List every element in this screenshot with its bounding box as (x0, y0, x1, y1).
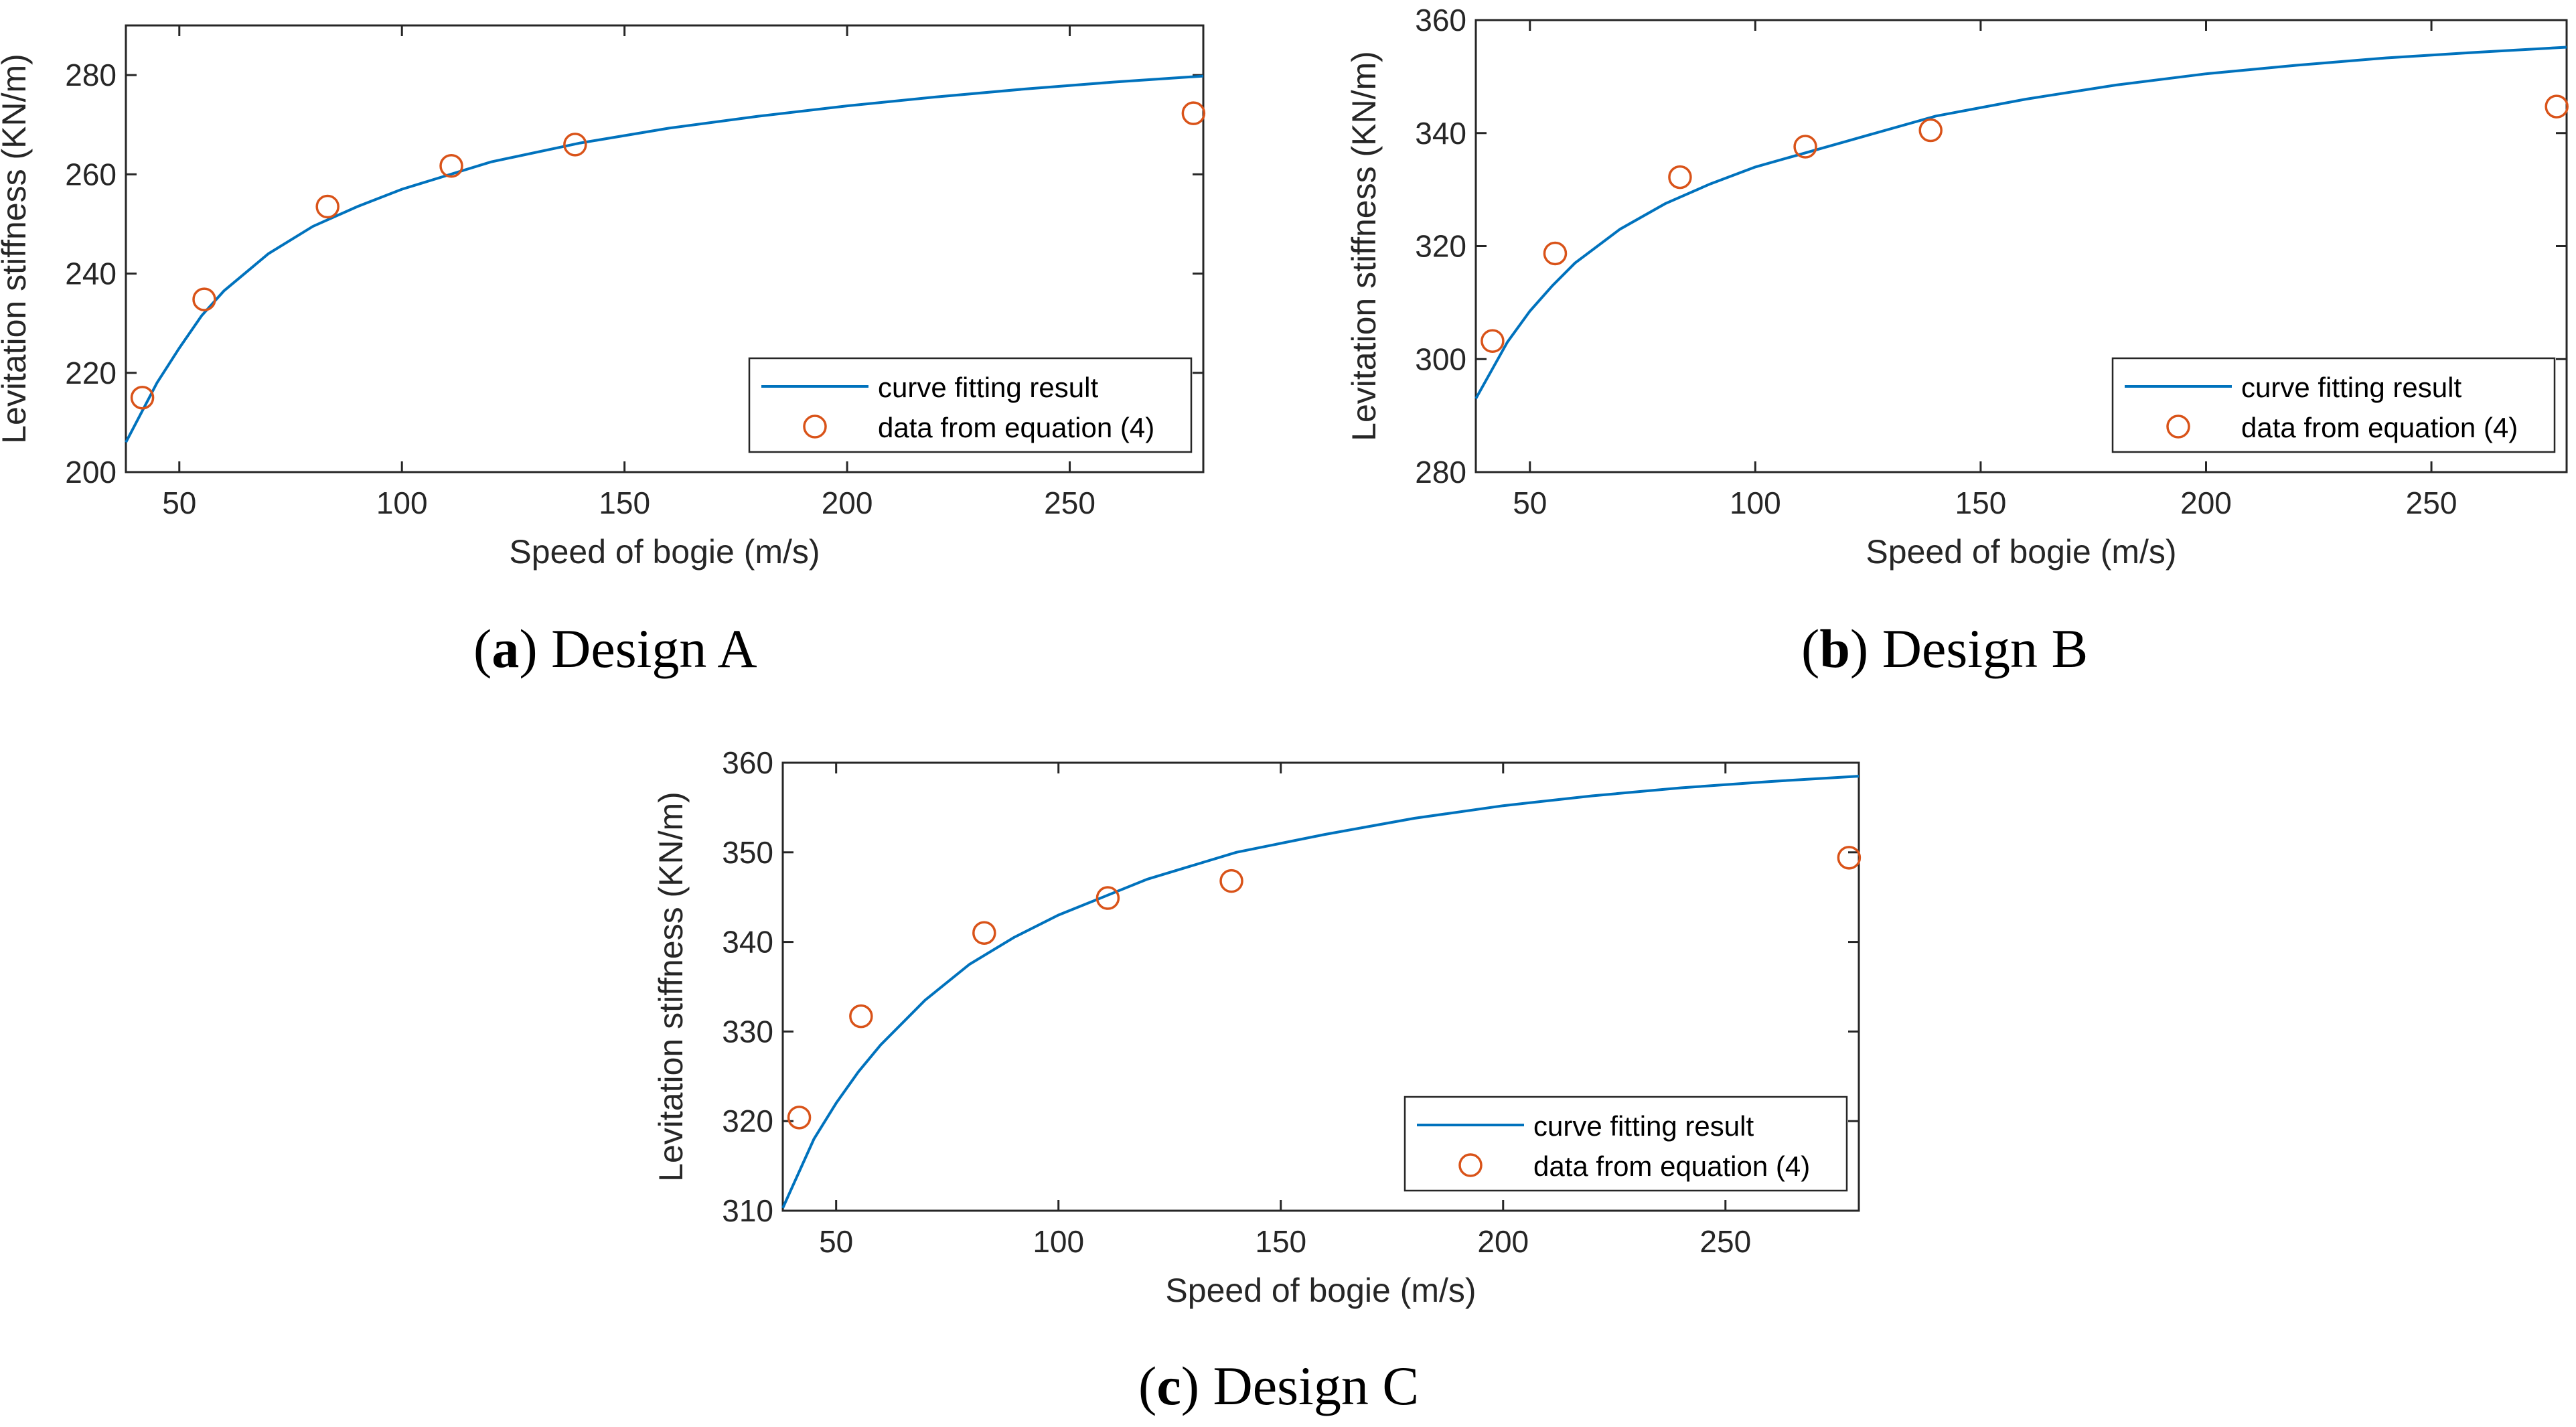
y-tick-label: 350 (722, 835, 773, 870)
x-tick-label: 250 (1044, 485, 1095, 520)
caption-b: (b) Design B (1801, 618, 2089, 679)
y-axis-label: Levitation stiffness (KN/m) (652, 792, 690, 1182)
legend: curve fitting result data from equation (… (1404, 1096, 1848, 1192)
data-point (1481, 329, 1505, 353)
y-tick-label: 320 (1415, 229, 1466, 264)
data-point (563, 133, 587, 157)
data-point (439, 153, 463, 178)
legend-entry-curve: curve fitting result (1533, 1110, 1754, 1142)
series-line-curve-fit (1474, 46, 2567, 400)
caption-letter: a (491, 618, 520, 679)
x-axis-label: Speed of bogie (m/s) (1866, 533, 2176, 571)
legend-marker-swatch (2166, 415, 2190, 439)
data-point (1918, 118, 1943, 143)
legend-box (1404, 1096, 1848, 1192)
caption-text: Design B (1882, 618, 2089, 679)
y-tick-label: 310 (722, 1193, 773, 1228)
caption-letter: c (1156, 1355, 1181, 1416)
x-tick-label: 100 (1730, 485, 1781, 520)
legend-marker-swatch (1458, 1153, 1483, 1177)
x-tick-label: 150 (1255, 1224, 1306, 1259)
y-tick-label: 280 (1415, 455, 1466, 490)
data-point (1095, 886, 1120, 910)
legend-box (2111, 357, 2556, 453)
y-tick-label: 320 (722, 1104, 773, 1138)
data-point (315, 194, 339, 219)
x-tick-label: 200 (822, 485, 873, 520)
caption-a: (a) Design A (473, 618, 757, 679)
x-tick-label: 200 (2180, 485, 2232, 520)
legend-entry-data: data from equation (4) (2241, 412, 2518, 443)
x-tick-label: 50 (162, 485, 196, 520)
data-point (1837, 846, 1862, 870)
data-point (192, 287, 216, 311)
x-axis-label: Speed of bogie (m/s) (1165, 1272, 1476, 1309)
legend-marker-swatch (803, 415, 827, 439)
y-axis-label: Levitation stiffness (KN/m) (1345, 51, 1383, 441)
x-tick-label: 150 (599, 485, 650, 520)
legend: curve fitting result data from equation (… (2111, 357, 2556, 453)
x-tick-label: 250 (2406, 485, 2457, 520)
legend-entry-curve: curve fitting result (2241, 372, 2461, 403)
y-tick-label: 200 (65, 455, 117, 490)
legend: curve fitting result data from equation (… (748, 357, 1193, 453)
caption-letter: b (1819, 618, 1850, 679)
y-tick-label: 280 (65, 58, 117, 92)
legend-box (748, 357, 1193, 453)
data-point (787, 1106, 812, 1130)
y-tick-label: 340 (722, 925, 773, 960)
data-point (1668, 165, 1692, 190)
data-point (1181, 101, 1206, 125)
caption-text: Design C (1213, 1355, 1420, 1416)
series-line-curve-fit (781, 775, 1860, 1209)
chart-a: 50 100 150 200 250 200 220 240 260 280 Speed of bo… (0, 24, 1206, 571)
y-tick-label: 240 (65, 256, 117, 291)
data-point (1219, 869, 1243, 893)
x-tick-label: 100 (1033, 1224, 1084, 1259)
x-axis-label: Speed of bogie (m/s) (509, 533, 820, 571)
axes-box (781, 761, 1860, 1212)
x-tick-label: 50 (1513, 485, 1547, 520)
caption-c: (c) Design C (1138, 1355, 1420, 1416)
y-tick-label: 330 (722, 1014, 773, 1049)
x-tick-label: 100 (376, 485, 428, 520)
data-point (130, 386, 155, 410)
chart-c: 50 100 150 200 250 310 320 330 340 350 360 Speed of… (652, 745, 1862, 1309)
x-tick-label: 50 (819, 1224, 853, 1259)
data-point (972, 921, 996, 945)
data-point (1793, 135, 1817, 159)
legend-entry-data: data from equation (4) (1533, 1150, 1810, 1182)
data-point (849, 1004, 873, 1029)
data-point (1543, 241, 1568, 266)
y-tick-label: 360 (722, 745, 773, 780)
x-tick-label: 200 (1477, 1224, 1529, 1259)
y-tick-label: 260 (65, 157, 117, 192)
legend-entry-curve: curve fitting result (878, 372, 1098, 403)
axes-box (125, 24, 1205, 473)
chart-b: 50 100 150 200 250 280 300 320 340 360 Speed of bo… (1345, 3, 2569, 571)
data-point (2545, 94, 2569, 119)
y-axis-label: Levitation stiffness (KN/m) (0, 54, 33, 444)
caption-text: Design A (551, 618, 757, 679)
y-tick-label: 360 (1415, 3, 1466, 37)
legend-entry-data: data from equation (4) (878, 412, 1154, 443)
y-tick-label: 220 (65, 356, 117, 390)
x-tick-label: 150 (1955, 485, 2007, 520)
y-tick-label: 340 (1415, 116, 1466, 151)
y-tick-label: 300 (1415, 342, 1466, 376)
x-tick-label: 250 (1699, 1224, 1751, 1259)
